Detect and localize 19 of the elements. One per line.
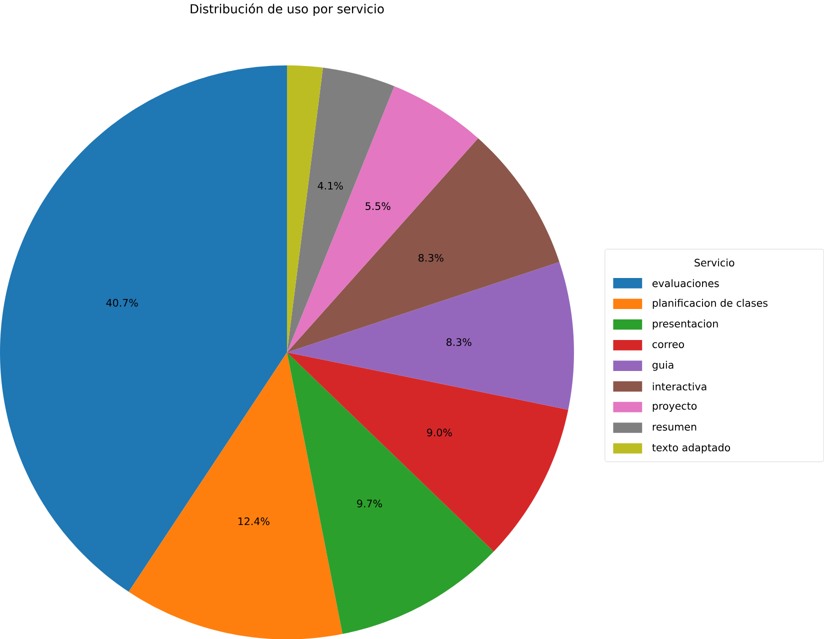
legend-label: interactiva xyxy=(652,382,706,390)
legend-label: correo xyxy=(652,342,684,348)
legend-label: planificacion de clases xyxy=(652,298,768,309)
legend-label: proyecto xyxy=(652,402,697,412)
data-label: 8.3% xyxy=(446,338,472,346)
legend-title: Servicio xyxy=(694,258,734,266)
data-label: 5.5% xyxy=(366,202,390,210)
data-label: 40.7% xyxy=(106,298,138,307)
legend-label: resumen xyxy=(652,424,696,431)
data-label: 9.0% xyxy=(427,428,452,436)
data-label: 12.4% xyxy=(238,517,270,526)
chart-title: Distribución de uso por servicio xyxy=(190,3,384,16)
data-label: 9.7% xyxy=(357,499,382,508)
legend-label: presentacion xyxy=(652,319,718,330)
data-label: 8.3% xyxy=(418,254,444,262)
legend-label: guia xyxy=(652,360,674,371)
data-label: 4.1% xyxy=(318,182,343,190)
legend-label: evaluaciones xyxy=(652,279,719,288)
legend-label: texto adaptado xyxy=(652,443,730,454)
